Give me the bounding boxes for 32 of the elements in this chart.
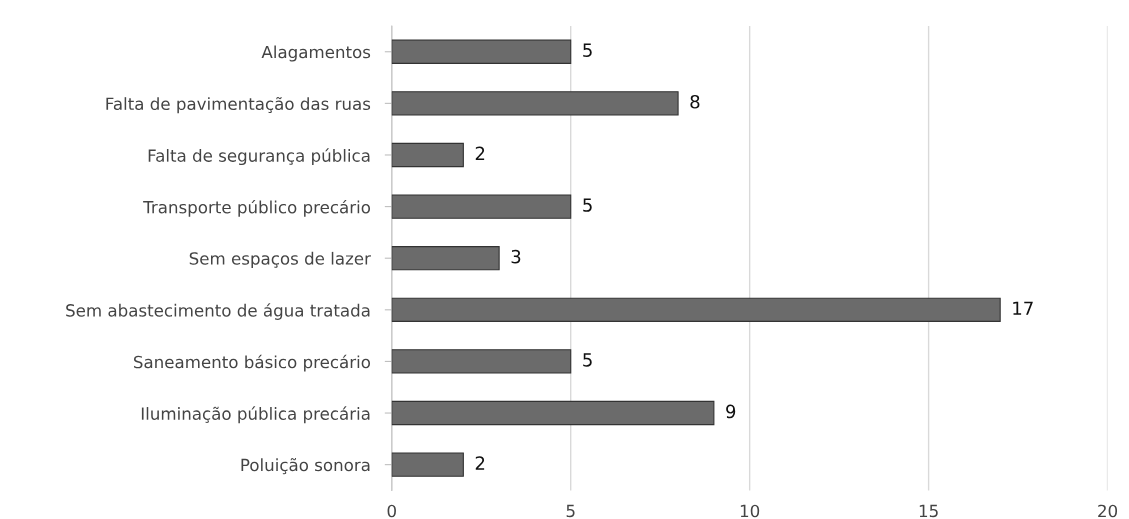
- bar: [391, 194, 572, 219]
- data-label: 2: [475, 146, 485, 160]
- y-tick-label: Transporte público precário: [143, 199, 371, 217]
- bar: [391, 142, 464, 168]
- data-label: 17: [1013, 301, 1033, 315]
- x-tick-label: 10: [740, 504, 760, 518]
- y-tick-label: Poluição sonora: [241, 458, 370, 475]
- bar: [391, 91, 679, 116]
- x-tick-label: 0: [387, 504, 396, 518]
- y-tick-label: Iluminação pública precária: [141, 406, 370, 424]
- y-tick-label: Saneamento básico precário: [133, 354, 371, 372]
- data-label: 2: [475, 456, 485, 470]
- data-label: 5: [583, 43, 592, 57]
- bar: [391, 349, 572, 374]
- data-label: 8: [690, 94, 700, 109]
- y-tick-label: Falta de segurança pública: [148, 148, 370, 166]
- y-tick-label: Sem espaços de lazer: [189, 251, 371, 268]
- data-label: 5: [583, 198, 592, 212]
- data-label: 5: [583, 353, 592, 367]
- bar: [391, 246, 500, 271]
- y-tick-label: Alagamentos: [261, 45, 371, 62]
- bar: [391, 400, 715, 426]
- x-tick-label: 5: [566, 504, 575, 518]
- x-tick-label: 20: [1098, 504, 1118, 518]
- bar: [391, 297, 1001, 322]
- data-label: 9: [726, 404, 736, 419]
- bar: [391, 39, 572, 64]
- y-tick-label: Sem abastecimento de água tratada: [66, 303, 370, 320]
- y-tick-label: Falta de pavimentação das ruas: [106, 96, 371, 114]
- data-label: 3: [511, 249, 521, 264]
- bar: [391, 452, 464, 477]
- x-tick-label: 15: [919, 504, 938, 518]
